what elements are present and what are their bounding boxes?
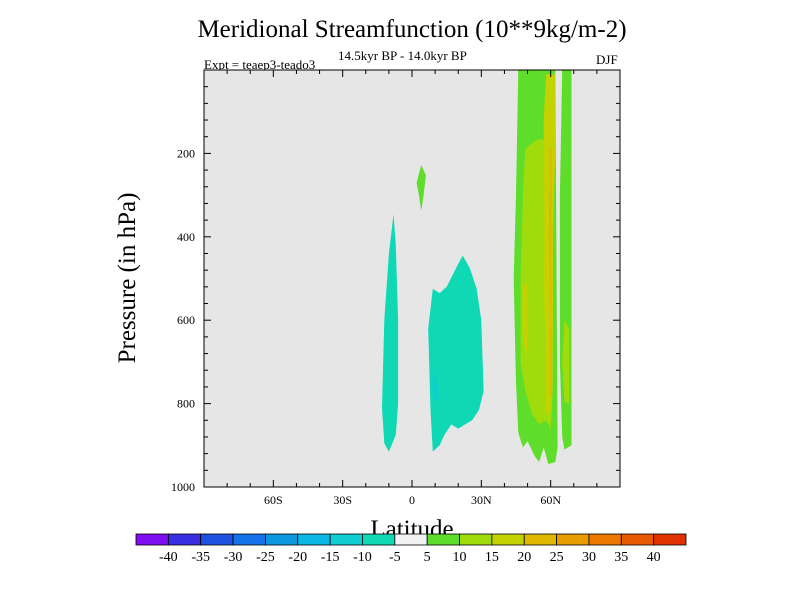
y-tick-label: 600 (177, 313, 195, 327)
colorbar-label: 15 (485, 550, 499, 565)
chart-title: Meridional Streamfunction (10**9kg/m-2) (197, 16, 627, 43)
contour-region-8 (522, 282, 528, 354)
x-tick-label: 30S (333, 493, 352, 507)
experiment-label: Expt = teaep3-teado3 (204, 57, 316, 72)
contour-region-10 (548, 149, 552, 400)
y-tick-label: 400 (177, 230, 195, 244)
colorbar-swatch (491, 533, 525, 546)
colorbar-label: 10 (453, 550, 467, 565)
colorbar-swatch (362, 533, 396, 546)
contour-regions (382, 70, 572, 465)
colorbar-swatch (329, 533, 363, 546)
y-tick-label: 200 (177, 146, 195, 160)
plot-frame: 60S 30S 0 30N 60N 200 400 600 800 1000 (171, 69, 621, 507)
colorbar-label: -10 (353, 550, 372, 565)
colorbar-swatch (653, 533, 687, 546)
colorbar-label: 40 (647, 550, 661, 565)
colorbar-label: -40 (159, 550, 178, 565)
colorbar-label: 5 (424, 550, 431, 565)
colorbar-label: 35 (614, 550, 628, 565)
colorbar-swatch (426, 533, 460, 546)
y-tick-label: 800 (177, 397, 195, 411)
x-tick-label: 60N (540, 493, 561, 507)
contour-region-2 (428, 255, 484, 452)
y-tick-label: 1000 (171, 480, 195, 494)
colorbar-swatch (556, 533, 590, 546)
colorbar-swatch (167, 533, 202, 546)
colorbar-swatch (232, 533, 266, 546)
colorbar-label: -15 (321, 550, 340, 565)
colorbar-label: 25 (550, 550, 564, 565)
colorbar: -40 -35 -30 -25 -20 -15 -10 -5 5 10 15 20 25 30 35 40 (135, 533, 687, 565)
plot-background (204, 70, 620, 487)
colorbar-swatch (459, 533, 493, 546)
colorbar-label: -5 (389, 550, 401, 565)
colorbar-label: 30 (582, 550, 596, 565)
colorbar-swatch (297, 533, 331, 546)
colorbar-label: -35 (191, 550, 210, 565)
chart-subtitle: 14.5kyr BP - 14.0kyr BP (338, 48, 467, 63)
x-tick-label: 0 (409, 493, 415, 507)
x-tick-label: 60S (264, 493, 283, 507)
colorbar-label: -20 (288, 550, 307, 565)
colorbar-swatch (200, 533, 234, 546)
contour-region-1 (382, 214, 399, 452)
colorbar-swatch (620, 533, 655, 546)
colorbar-swatch (394, 533, 428, 546)
colorbar-label: 20 (517, 550, 531, 565)
colorbar-label: -25 (256, 550, 275, 565)
season-label: DJF (596, 52, 618, 67)
x-tick-label: 30N (471, 493, 492, 507)
contour-region-7 (562, 320, 570, 404)
contour-region-0 (416, 165, 426, 211)
contour-region-3 (432, 368, 438, 404)
colorbar-swatch (135, 533, 169, 546)
colorbar-swatch (523, 533, 557, 546)
colorbar-swatch (265, 533, 299, 546)
colorbar-label: -30 (224, 550, 243, 565)
colorbar-swatch (588, 533, 622, 546)
